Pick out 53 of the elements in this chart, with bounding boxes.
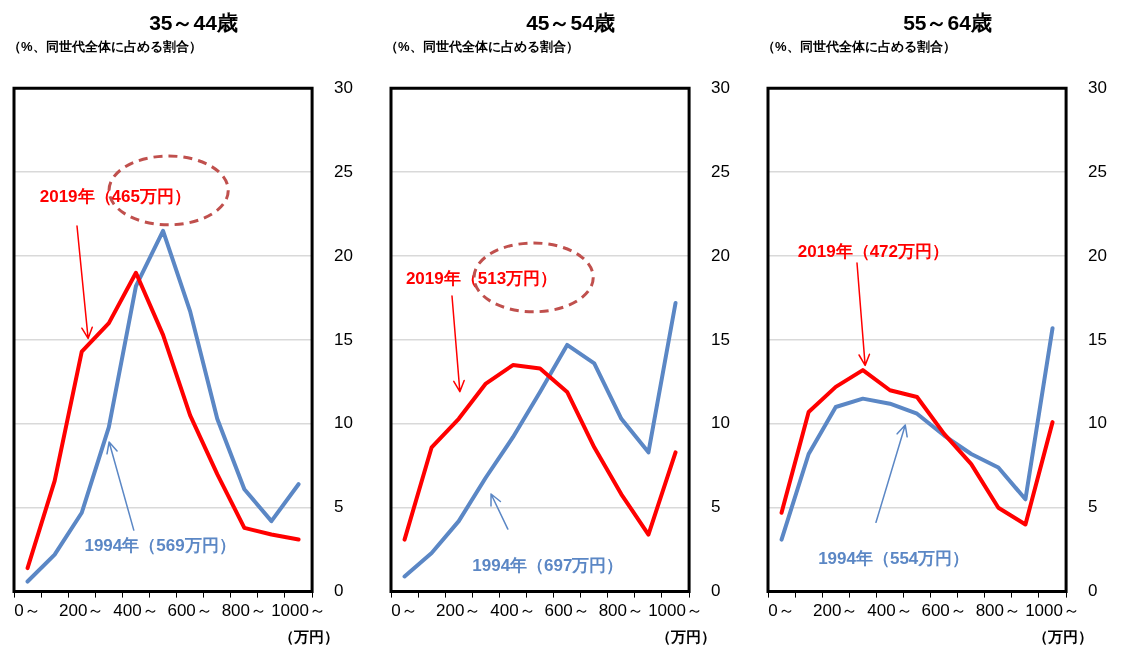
text: 1994年（554万円） — [818, 549, 970, 569]
x-tick-label: 1000～ — [271, 601, 326, 621]
y-tick-label: 5 — [334, 497, 344, 517]
x-tick-label: 600～ — [167, 601, 213, 621]
y-tick-label: 5 — [1088, 497, 1098, 517]
y-tick-label: 10 — [1088, 413, 1108, 433]
x-tick-label: 1000～ — [648, 601, 703, 621]
y-tick-label: 0 — [334, 581, 344, 601]
chart-title: 45～54歳 — [525, 10, 616, 36]
x-tick-label: 0～ — [768, 601, 795, 621]
x-tick-label: 800～ — [221, 601, 268, 621]
y-tick-label: 20 — [711, 245, 731, 265]
x-tick-label: 600～ — [921, 601, 967, 621]
y-axis-title: （%、同世代全体に占める割合） — [8, 38, 203, 56]
x-tick-label: 400～ — [113, 601, 159, 621]
y-tick-label: 0 — [711, 581, 721, 601]
y-axis-title: （%、同世代全体に占める割合） — [385, 38, 580, 56]
y-tick-label: 25 — [334, 161, 354, 181]
series-label: 1994年（697万円） — [472, 556, 624, 576]
series-label: 1994年（569万円） — [84, 535, 236, 555]
x-tick-label: 0～ — [391, 601, 418, 621]
x-tick-label: 600～ — [544, 601, 590, 621]
y-tick-label: 10 — [334, 413, 354, 433]
x-tick-label: 800～ — [975, 601, 1022, 621]
text: 2019年（472万円） — [797, 242, 949, 262]
y-tick-label: 30 — [334, 77, 354, 97]
x-tick-label: 200～ — [813, 601, 859, 621]
x-tick-label: 400～ — [490, 601, 536, 621]
x-tick-label: 0～ — [14, 601, 41, 621]
y-tick-label: 30 — [711, 77, 731, 97]
x-tick-label: 400～ — [867, 601, 913, 621]
y-tick-label: 30 — [1088, 77, 1108, 97]
text: 2019年（465万円） — [39, 186, 191, 206]
chart-title: 55～64歳 — [902, 10, 993, 36]
y-tick-label: 15 — [711, 329, 731, 349]
x-axis-title: （万円） — [278, 627, 340, 647]
y-tick-label: 15 — [1088, 329, 1108, 349]
x-tick-label: 200～ — [59, 601, 105, 621]
x-tick-label: 1000～ — [1025, 601, 1080, 621]
x-axis-title: （万円） — [1032, 627, 1094, 647]
y-tick-label: 0 — [1088, 581, 1098, 601]
x-tick-label: 200～ — [436, 601, 482, 621]
y-tick-label: 25 — [711, 161, 731, 181]
x-tick-label: 800～ — [598, 601, 645, 621]
x-axis-title: （万円） — [655, 627, 717, 647]
y-tick-label: 10 — [711, 413, 731, 433]
y-tick-label: 5 — [711, 497, 721, 517]
chart-title: 35～44歳 — [148, 10, 239, 36]
y-tick-label: 20 — [334, 245, 354, 265]
y-axis-title: （%、同世代全体に占める割合） — [762, 38, 957, 56]
y-tick-label: 20 — [1088, 245, 1108, 265]
y-tick-label: 25 — [1088, 161, 1108, 181]
y-tick-label: 15 — [334, 329, 354, 349]
